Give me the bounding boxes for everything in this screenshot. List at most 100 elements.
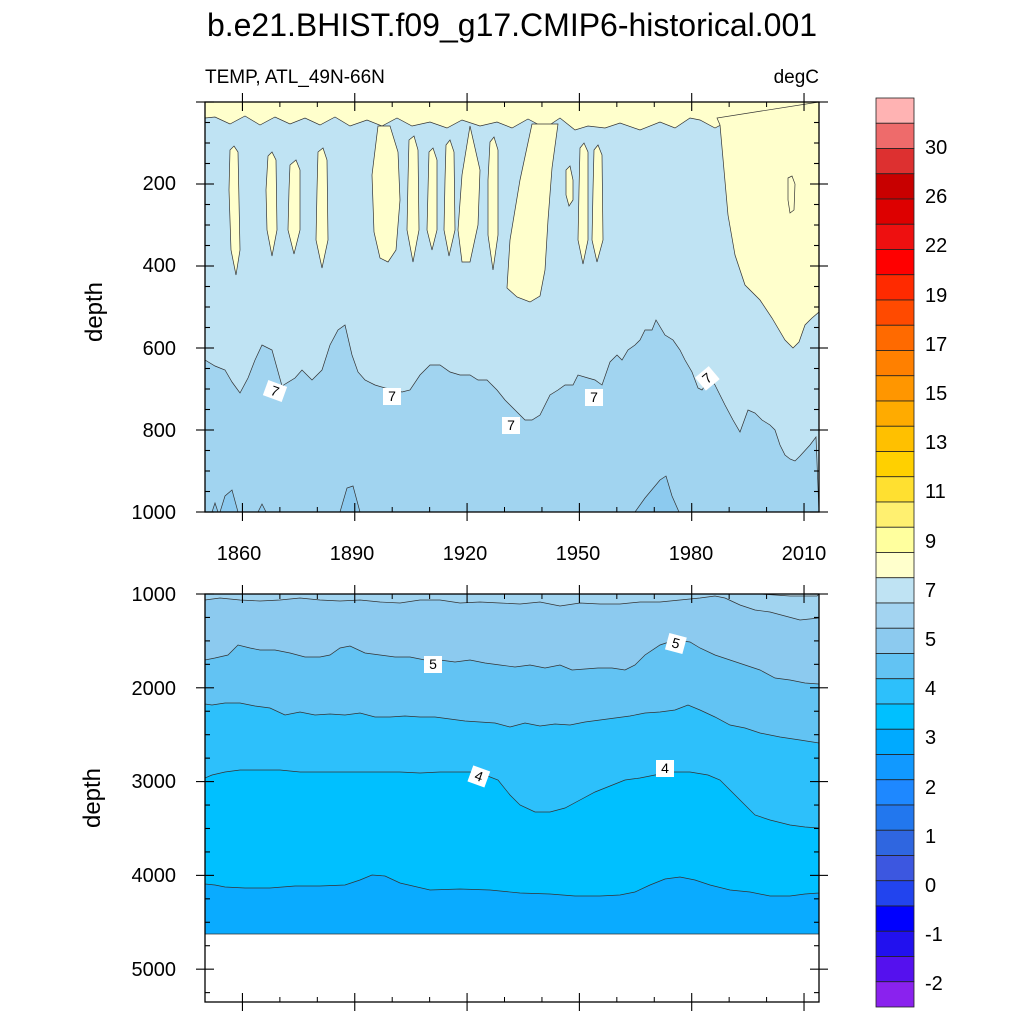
x-tick: 1950 bbox=[556, 543, 601, 565]
colorbar-box bbox=[875, 173, 915, 200]
colorbar-box bbox=[875, 905, 915, 932]
upper-y-tick: 800 bbox=[143, 420, 176, 442]
colorbar-boxes bbox=[875, 97, 915, 1008]
lower-y-tick: 5000 bbox=[132, 959, 177, 981]
lower-panel: 5 5 4 4 1000 2000 3000 4000 5000 depth bbox=[79, 584, 828, 1011]
upper-y-tick: 400 bbox=[143, 255, 176, 277]
colorbar-labels: 30 26 22 19 17 15 13 11 9 7 5 4 3 2 1 0 … bbox=[925, 137, 947, 995]
colorbar-label: 0 bbox=[925, 875, 936, 897]
colorbar-label: 2 bbox=[925, 777, 936, 799]
colorbar-box bbox=[875, 122, 915, 149]
colorbar-label: 9 bbox=[925, 531, 936, 553]
colorbar-box bbox=[875, 552, 915, 579]
contour-labels-upper: 7 7 7 7 7 bbox=[262, 366, 720, 434]
contour-label: 7 bbox=[388, 388, 396, 404]
colorbar-box bbox=[875, 855, 915, 882]
colorbar-box bbox=[875, 148, 915, 175]
colorbar-box bbox=[875, 602, 915, 629]
colorbar-label: 17 bbox=[925, 334, 947, 356]
cold-patches bbox=[211, 475, 680, 512]
colorbar-box bbox=[875, 97, 915, 124]
chart-title: b.e21.BHIST.f09_g17.CMIP6-historical.001 bbox=[207, 7, 817, 43]
colorbar-label: 26 bbox=[925, 186, 947, 208]
band-7-9 bbox=[205, 102, 819, 512]
band-9-11 bbox=[205, 594, 819, 597]
colorbar-box bbox=[875, 577, 915, 604]
colorbar-box bbox=[875, 627, 915, 654]
colorbar-label: -1 bbox=[925, 924, 943, 946]
colorbar-box bbox=[875, 804, 915, 831]
upper-y-tick: 200 bbox=[143, 173, 176, 195]
colorbar-box bbox=[875, 476, 915, 503]
lower-y-tick: 4000 bbox=[132, 865, 177, 887]
variable-label: TEMP, ATL_49N-66N bbox=[205, 67, 385, 88]
colorbar-box bbox=[875, 956, 915, 983]
warm-region-center bbox=[506, 123, 559, 303]
colorbar-box bbox=[875, 779, 915, 806]
colorbar-box bbox=[875, 526, 915, 553]
warm-region-mid bbox=[457, 125, 481, 263]
x-tick: 2010 bbox=[782, 543, 827, 565]
lower-y-tick: 2000 bbox=[132, 678, 177, 700]
colorbar-box bbox=[875, 930, 915, 957]
upper-y-tick: 1000 bbox=[132, 502, 177, 524]
upper-plot-area: 7 7 7 7 7 bbox=[205, 102, 819, 512]
colorbar-box bbox=[875, 400, 915, 427]
contour-labels-lower: 5 5 4 4 bbox=[424, 632, 687, 788]
lower-axis-ticks bbox=[196, 585, 828, 1011]
colorbar-label: 11 bbox=[925, 481, 946, 503]
colorbar-box bbox=[875, 829, 915, 856]
colorbar-label: 3 bbox=[925, 727, 936, 749]
warm-streaks bbox=[228, 135, 796, 276]
colorbar-box bbox=[875, 880, 915, 907]
contour-label: 4 bbox=[661, 760, 669, 776]
upper-y-tick: 600 bbox=[143, 338, 176, 360]
x-tick: 1980 bbox=[669, 543, 714, 565]
units-label: degC bbox=[774, 67, 819, 88]
lower-y-axis-label: depth bbox=[79, 768, 106, 828]
colorbar-box bbox=[875, 501, 915, 528]
upper-y-axis-label: depth bbox=[81, 282, 108, 342]
colorbar-box bbox=[875, 728, 915, 755]
colorbar-box bbox=[875, 299, 915, 326]
lower-plot-area: 5 5 4 4 bbox=[205, 594, 819, 1002]
colorbar-box bbox=[875, 653, 915, 680]
band-8-9 bbox=[205, 594, 819, 621]
no-data-region bbox=[205, 934, 819, 1002]
colorbar-box bbox=[875, 198, 915, 225]
colorbar-box bbox=[875, 223, 915, 250]
contour-label: 5 bbox=[670, 634, 682, 652]
lower-y-tick: 1000 bbox=[132, 584, 177, 606]
upper-axis-ticks bbox=[196, 93, 828, 521]
x-tick: 1920 bbox=[443, 543, 488, 565]
contour-label: 7 bbox=[590, 389, 598, 405]
colorbar-label: 13 bbox=[925, 432, 947, 454]
colorbar-box bbox=[875, 350, 915, 377]
band-7-8 bbox=[205, 594, 819, 685]
colorbar-label: 5 bbox=[925, 629, 936, 651]
upper-panel: 7 7 7 7 7 200 400 600 800 1000 depth 186… bbox=[81, 93, 828, 565]
colorbar-box bbox=[875, 678, 915, 705]
warm-region-right bbox=[716, 102, 819, 349]
colorbar: 30 26 22 19 17 15 13 11 9 7 5 4 3 2 1 0 … bbox=[875, 97, 947, 1008]
contour-label: 5 bbox=[429, 656, 437, 672]
warm-region-left bbox=[371, 125, 401, 263]
x-tick: 1890 bbox=[330, 543, 375, 565]
colorbar-label: 7 bbox=[925, 580, 936, 602]
colorbar-box bbox=[875, 451, 915, 478]
colorbar-box bbox=[875, 703, 915, 730]
contour-label: 7 bbox=[507, 417, 515, 433]
colorbar-label: 22 bbox=[925, 235, 947, 257]
colorbar-box bbox=[875, 981, 915, 1008]
colorbar-box bbox=[875, 754, 915, 781]
colorbar-label: 15 bbox=[925, 383, 947, 405]
colorbar-label: 30 bbox=[925, 137, 947, 159]
colorbar-label: 19 bbox=[925, 285, 947, 307]
colorbar-box bbox=[875, 425, 915, 452]
colorbar-label: 1 bbox=[925, 826, 936, 848]
colorbar-label: 4 bbox=[925, 678, 936, 700]
colorbar-box bbox=[875, 324, 915, 351]
lower-frame bbox=[204, 593, 820, 1003]
colorbar-box bbox=[875, 274, 915, 301]
